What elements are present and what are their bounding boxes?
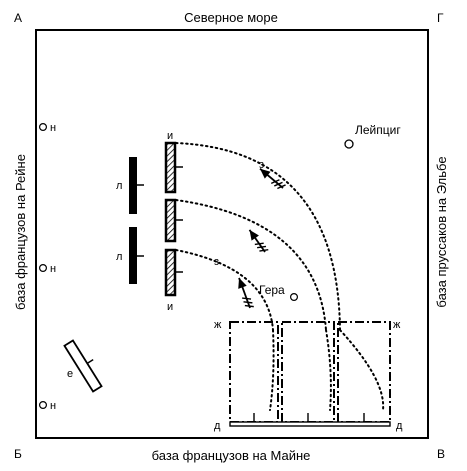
army-label-zh-left: ж	[214, 319, 222, 331]
army-base-line	[229, 421, 391, 427]
march-route-4	[339, 329, 385, 411]
advance-label-z-upper: з	[259, 159, 264, 171]
corner-label-top-right: Г	[437, 11, 444, 25]
corner-label-bottom-left: Б	[14, 447, 22, 461]
gera-marker	[290, 293, 299, 302]
leipzig-label: Лейпциг	[355, 123, 401, 137]
base-marker-3	[38, 401, 47, 410]
corps-i-3	[164, 248, 177, 297]
corps-l-lower	[129, 227, 137, 284]
gera-label: Гера	[259, 283, 285, 297]
detachment-e-label: е	[67, 368, 73, 380]
army-label-d-left: д	[214, 420, 221, 432]
advance-arrow-3	[238, 277, 254, 309]
corps-i-1	[164, 141, 177, 194]
base-marker-2	[38, 264, 47, 273]
march-route-6	[269, 329, 275, 411]
leipzig-marker	[344, 139, 354, 149]
army-label-d-right: д	[396, 420, 403, 432]
corps-l-upper	[129, 157, 137, 214]
corner-label-top-left: А	[14, 11, 22, 25]
army-label-zh-right: ж	[393, 319, 401, 331]
edge-label-top: Северное море	[184, 10, 278, 25]
corps-i-bottom-label: и	[167, 301, 173, 313]
corps-i-2	[164, 198, 177, 243]
corps-i-top-label: и	[167, 130, 173, 142]
advance-label-z-lower: з	[214, 256, 219, 268]
edge-label-right: база пруссаков на Эльбе	[434, 156, 449, 307]
edge-label-bottom: база французов на Майне	[152, 448, 311, 463]
corps-l-lower-label: л	[116, 251, 122, 263]
base-label-1: н	[50, 122, 56, 134]
detachment-e	[63, 339, 103, 393]
advance-arrow-1	[259, 168, 286, 190]
advance-arrow-2	[248, 229, 269, 253]
march-route-3	[175, 249, 274, 331]
base-marker-1	[38, 122, 47, 131]
base-label-2: н	[50, 263, 56, 275]
theater-frame	[35, 29, 429, 439]
march-route-5	[325, 329, 332, 411]
corps-l-upper-label: л	[116, 180, 122, 192]
edge-label-left: база французов на Рейне	[13, 154, 28, 310]
march-route-2	[175, 199, 327, 331]
base-label-3: н	[50, 400, 56, 412]
corner-label-bottom-right: В	[437, 447, 445, 461]
march-route-1	[175, 142, 341, 331]
